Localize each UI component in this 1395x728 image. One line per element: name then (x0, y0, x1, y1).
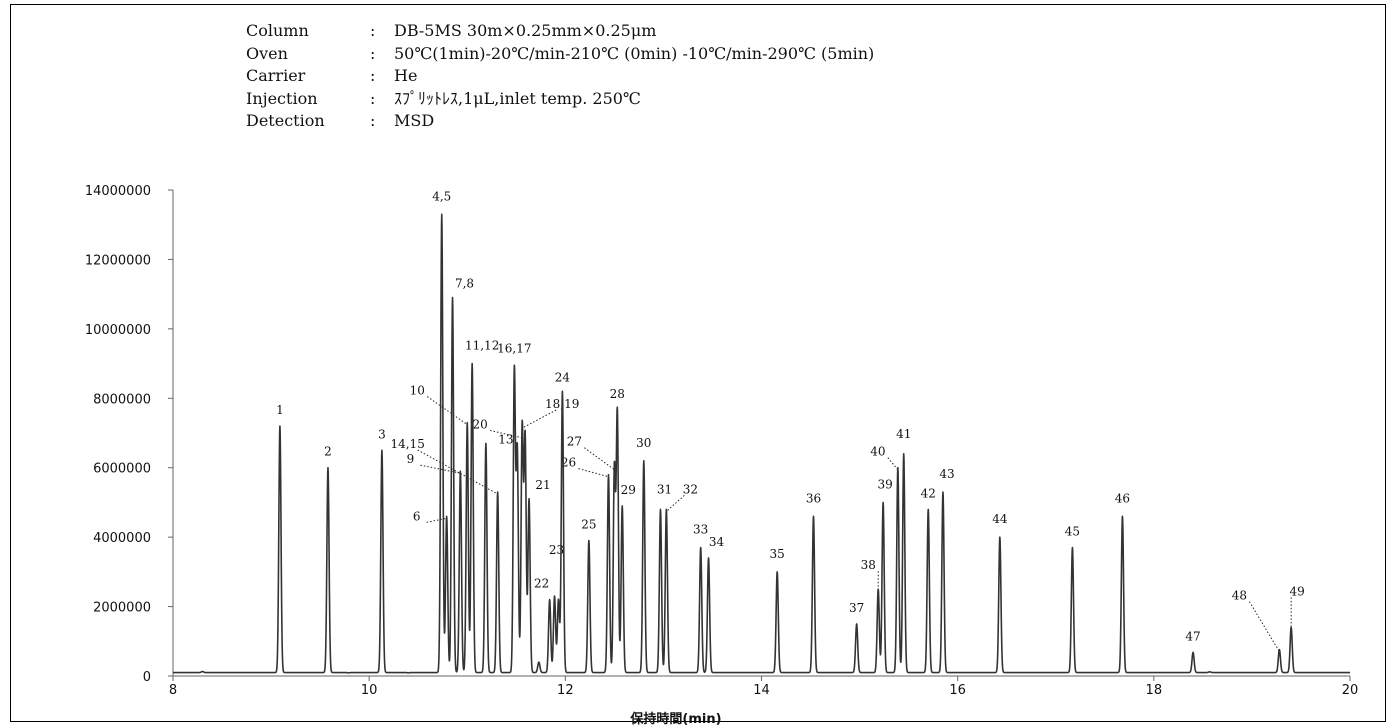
peak-label: 36 (806, 491, 821, 505)
y-tick-label: 12000000 (85, 253, 151, 268)
peak-label: 3 (378, 427, 386, 441)
chromatogram-trace (172, 213, 1351, 674)
peak-label: 44 (992, 512, 1008, 526)
y-tick-label: 8000000 (93, 392, 151, 407)
peak-label: 45 (1065, 525, 1080, 539)
peak-label: 37 (849, 601, 864, 615)
peak-label: 28 (610, 387, 625, 401)
condition-row: Carrier: He (246, 65, 874, 88)
peak-label: 14,15 (390, 437, 424, 451)
y-tick-label: 6000000 (93, 462, 151, 477)
condition-row: Column: DB-5MS 30m×0.25mm×0.25μm (246, 20, 874, 43)
peak-label: 31 (657, 482, 672, 496)
condition-value: DB-5MS 30m×0.25mm×0.25μm (394, 21, 657, 40)
condition-label: Carrier (246, 66, 306, 85)
x-tick-label: 10 (361, 683, 378, 698)
peak-label: 46 (1115, 491, 1130, 505)
peak-label: 49 (1290, 584, 1305, 598)
x-tick-label: 8 (169, 683, 177, 698)
peak-label: 1 (276, 403, 284, 417)
x-tick-label: 18 (1146, 683, 1163, 698)
peak-label: 34 (709, 535, 725, 549)
condition-label: Detection (246, 111, 325, 130)
peak-label: 24 (555, 370, 571, 384)
condition-label: Oven (246, 43, 288, 63)
chart-axes: 0200000040000006000000800000010000000120… (85, 184, 1358, 698)
condition-value: He (394, 66, 418, 85)
x-tick-label: 12 (557, 683, 574, 698)
peak-label: 20 (472, 417, 487, 431)
condition-separator: : (370, 111, 376, 130)
y-tick-label: 2000000 (93, 601, 151, 616)
peak-label: 22 (534, 577, 549, 591)
peak-label: 6 (413, 509, 421, 523)
peak-leader-line (1248, 601, 1280, 652)
trace-group (172, 213, 1351, 674)
condition-label: Injection (246, 88, 318, 108)
condition-row: Oven:50℃(1min)-20℃/min-210℃ (0min) -10℃/… (246, 43, 874, 66)
peak-label: 25 (581, 518, 596, 532)
condition-separator: : (370, 43, 376, 63)
peak-leader-line (426, 396, 468, 425)
peak-label: 33 (693, 523, 708, 537)
peak-label: 32 (683, 482, 698, 496)
peak-leader-line (578, 468, 609, 478)
condition-value: ｽﾌﾟﾘｯﾄﾚｽ,1μL,inlet temp. 250℃ (394, 88, 641, 108)
peak-leader-line (521, 409, 557, 429)
peak-label: 38 (861, 558, 876, 572)
y-tick-label: 10000000 (85, 323, 151, 338)
peak-label: 41 (896, 427, 911, 441)
y-tick-label: 14000000 (85, 184, 151, 199)
peak-label: 23 (549, 543, 564, 557)
peak-label: 40 (870, 445, 885, 459)
peak-label: 10 (410, 384, 425, 398)
condition-separator: : (370, 66, 376, 85)
peak-label: 13 (498, 432, 513, 446)
peak-label: 9 (407, 452, 415, 466)
x-tick-label: 16 (949, 683, 966, 698)
condition-separator: : (370, 88, 376, 108)
condition-value: MSD (394, 111, 435, 130)
peak-label: 16,17 (497, 342, 531, 356)
condition-separator: : (370, 21, 376, 40)
peak-label: 30 (636, 436, 651, 450)
condition-row: Injection: ｽﾌﾟﾘｯﾄﾚｽ,1μL,inlet temp. 250℃ (246, 88, 874, 111)
condition-value: 50℃(1min)-20℃/min-210℃ (0min) -10℃/min-2… (394, 43, 875, 63)
peak-label: 48 (1232, 589, 1247, 603)
peak-leader-line (417, 449, 498, 495)
x-tick-label: 20 (1342, 683, 1359, 698)
peak-leader-line (490, 429, 526, 439)
y-tick-label: 0 (143, 670, 151, 685)
peak-label: 11,12 (465, 339, 499, 353)
peak-label: 7,8 (455, 277, 474, 291)
peak-label: 26 (561, 456, 576, 470)
peak-leader-line (666, 494, 685, 512)
peak-label: 29 (621, 483, 636, 497)
peak-label: 43 (939, 467, 954, 481)
chart-frame (10, 4, 1386, 722)
peak-label: 35 (770, 547, 785, 561)
peak-leader-line (584, 447, 615, 471)
peak-label: 21 (535, 478, 550, 492)
peak-label: 47 (1185, 629, 1200, 643)
condition-row: Detection: MSD (246, 110, 874, 133)
peak-leader-line (887, 457, 899, 471)
condition-label: Column (246, 21, 309, 40)
peak-labels: 1234,567,891011,121314,1516,1718,1920212… (276, 189, 1305, 652)
x-axis-title: 保持時間(min) (629, 711, 721, 727)
peak-label: 4,5 (432, 189, 451, 203)
peak-label: 2 (324, 445, 332, 459)
analysis-conditions: Column: DB-5MS 30m×0.25mm×0.25μm Oven:50℃(… (246, 20, 874, 133)
peak-label: 27 (567, 435, 582, 449)
x-tick-label: 14 (753, 683, 770, 698)
y-tick-label: 4000000 (93, 531, 151, 546)
peak-label: 39 (877, 477, 892, 491)
peak-label: 42 (921, 486, 936, 500)
